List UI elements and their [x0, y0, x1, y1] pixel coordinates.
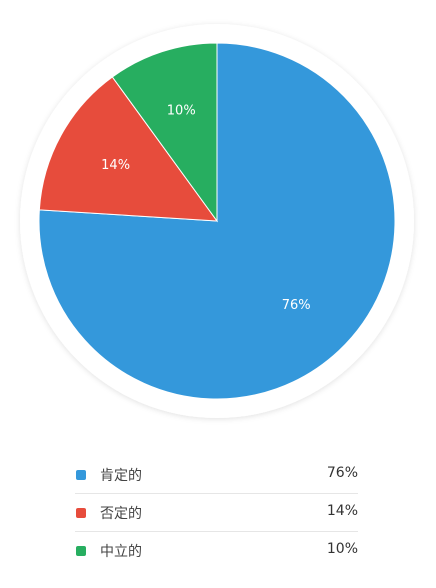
legend-item-positive[interactable]: 肯定的 76%	[75, 456, 358, 494]
legend-item-neutral[interactable]: 中立的 10%	[75, 532, 358, 570]
legend-value: 14%	[326, 503, 358, 519]
pie-slice-label-1: 14%	[101, 158, 130, 173]
legend-label: 否定的	[100, 506, 142, 522]
pie-chart: 76% 14% 10%	[20, 24, 414, 418]
pie-chart-area: 76% 14% 10%	[20, 24, 414, 418]
legend-value: 76%	[326, 465, 358, 481]
legend-swatch-positive	[76, 470, 86, 480]
pie-slice-label-2: 10%	[167, 103, 196, 118]
legend: 肯定的 76% 否定的 14% 中立的 10%	[75, 456, 358, 570]
pie-slice-0[interactable]	[38, 42, 396, 400]
legend-swatch-neutral	[76, 546, 86, 556]
pie-slice-labels: 76% 14% 10%	[101, 103, 310, 312]
legend-value: 10%	[326, 541, 358, 557]
pie-slice-2[interactable]	[111, 42, 218, 223]
pie-slices	[38, 42, 396, 400]
legend-swatch-negative	[76, 508, 86, 518]
legend-label: 肯定的	[100, 468, 142, 484]
pie-slice-1[interactable]	[38, 76, 219, 222]
pie-slice-label-0: 76%	[282, 298, 311, 313]
legend-item-negative[interactable]: 否定的 14%	[75, 494, 358, 532]
legend-label: 中立的	[100, 544, 142, 560]
